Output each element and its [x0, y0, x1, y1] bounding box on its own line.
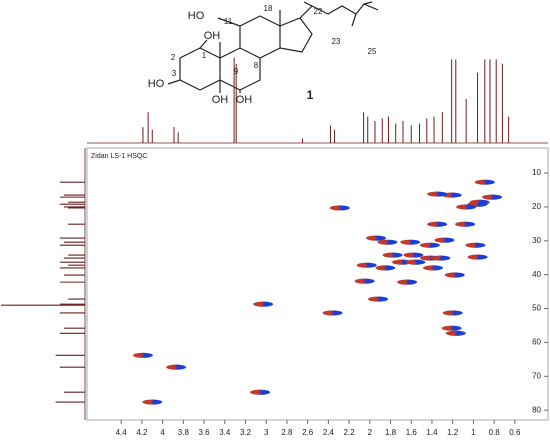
x-tick-label: 3.2	[240, 428, 252, 437]
x-tick-label: 2.2	[344, 428, 356, 437]
cross-peak	[405, 259, 426, 265]
cross-peak	[465, 242, 486, 248]
atom-label: HO	[188, 10, 205, 22]
y-tick-label: 70	[532, 371, 541, 380]
cross-peak	[354, 278, 375, 284]
x-tick-label: 2.4	[323, 428, 335, 437]
x-tick-label: 3	[264, 428, 269, 437]
methyl-21	[303, 1, 313, 7]
structure-labels: HO 11 18 22 23 25 OH 1 2 3 HO 9 8 OH OH …	[148, 4, 377, 106]
cross-peak	[253, 301, 274, 307]
cross-peak	[430, 255, 451, 261]
bond-1-oh	[199, 39, 208, 49]
cross-peak	[444, 272, 465, 278]
cross-peak	[322, 310, 343, 316]
y-tick-label: 50	[532, 304, 541, 313]
atom-label: OH	[212, 94, 229, 106]
cross-peak	[434, 237, 455, 243]
plot-frame	[86, 147, 549, 421]
cross-peak	[423, 265, 444, 271]
ring-a	[179, 47, 221, 91]
cross-peak	[427, 221, 448, 227]
cross-peak	[419, 242, 440, 248]
cross-peak	[441, 325, 462, 331]
cross-peak	[366, 235, 387, 241]
atom-label: 11	[224, 17, 233, 26]
y-tick-label: 10	[532, 168, 541, 177]
x-tick-label: 0.6	[509, 428, 521, 437]
cross-peak	[250, 389, 271, 395]
cross-peak	[368, 296, 389, 302]
cross-peak	[455, 221, 476, 227]
x-tick-label: 3.4	[219, 428, 231, 437]
cross-peak	[427, 191, 448, 197]
x-tick-label: 1.8	[385, 428, 397, 437]
cross-peak	[403, 252, 424, 258]
atom-label: OH	[236, 94, 253, 106]
x-tick-label: 2.8	[281, 428, 293, 437]
x-tick-label: 2	[368, 428, 373, 437]
cross-peak	[474, 179, 495, 185]
atom-label: OH	[204, 30, 221, 42]
x-tick-label: 2.6	[302, 428, 314, 437]
x-tick-label: 4.4	[116, 428, 128, 437]
cross-peak	[382, 252, 403, 258]
atom-label: 3	[172, 69, 177, 78]
x-tick-label: 1.2	[447, 428, 459, 437]
y-tick-label: 80	[532, 405, 541, 414]
y-tick-label: 20	[532, 202, 541, 211]
atom-label: 2	[171, 53, 176, 62]
cross-peak	[482, 194, 503, 200]
cross-peak	[132, 352, 153, 358]
ring-d	[279, 17, 313, 53]
bond-3-oh	[167, 79, 181, 85]
x-tick-label: 4	[160, 428, 165, 437]
atom-label: 25	[368, 47, 377, 56]
cross-peak	[397, 279, 418, 285]
atom-label: 18	[264, 4, 273, 13]
compound-number: 1	[307, 88, 314, 102]
cross-peak	[456, 204, 477, 210]
x-tick-label: 1.4	[426, 428, 438, 437]
atom-label: 8	[254, 61, 259, 70]
y-tick-label: 40	[532, 270, 541, 279]
methyl-27	[363, 1, 373, 5]
cross-peak	[445, 330, 466, 336]
atom-label: 22	[314, 7, 323, 16]
x-tick-label: 1.6	[406, 428, 418, 437]
structure	[167, 1, 379, 93]
x-tick-label: 3.6	[199, 428, 211, 437]
x-tick-label: 4.2	[136, 428, 148, 437]
cross-peak	[142, 399, 163, 405]
bond-11-oh	[217, 17, 241, 27]
atom-label: HO	[148, 78, 165, 90]
cross-peak	[356, 262, 377, 268]
y-tick-label: 30	[532, 236, 541, 245]
cross-peak	[400, 239, 421, 245]
cross-peak	[442, 310, 463, 316]
y-tick-label: 60	[532, 338, 541, 347]
cross-peak	[467, 254, 488, 260]
atom-label: 1	[202, 51, 207, 60]
x-tick-label: 1	[471, 428, 476, 437]
x-tick-label: 3.8	[178, 428, 190, 437]
ring-c	[239, 15, 281, 59]
methyl-26	[351, 13, 357, 27]
cross-peak	[375, 265, 396, 271]
cross-peak	[377, 239, 398, 245]
cross-peak	[166, 364, 187, 370]
atom-label: 23	[332, 37, 341, 46]
cross-peak	[329, 205, 350, 211]
chart-title: Zidan LS-1 HSQC	[91, 153, 147, 160]
x-tick-label: 0.8	[489, 428, 501, 437]
